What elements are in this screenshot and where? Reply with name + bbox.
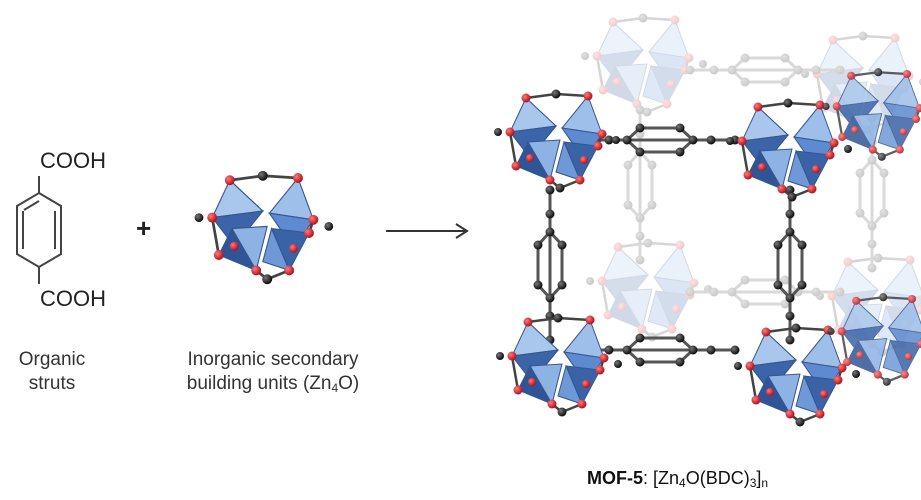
formula-prefix: : [Zn (643, 468, 680, 488)
reaction-arrow (386, 223, 469, 239)
organic-struts-caption-line2: struts (28, 373, 76, 394)
formula-sub-n: n (761, 476, 769, 490)
organic-struts-caption: Organic struts (0, 348, 104, 396)
plus-sign: + (136, 213, 152, 243)
mof5-formula-label: MOF-5: [Zn4O(BDC)3]n (587, 468, 768, 489)
sbu-caption-line2: building units (Zn4O) (168, 372, 378, 396)
strut-bottom-group-label: COOH (40, 286, 106, 311)
terephthalic-acid-structure (16, 176, 62, 284)
formula-close: ] (756, 468, 762, 488)
formula-sub-bdc: 3 (749, 476, 757, 490)
sbu-caption-line1: Inorganic secondary (187, 349, 359, 370)
sbu-caption-line2-prefix: building units (Zn (186, 373, 332, 394)
formula-mid: O(BDC) (685, 468, 750, 488)
sbu-caption-line2-suffix: O) (338, 373, 360, 394)
formula-sub-zn: 4 (679, 476, 686, 490)
strut-top-group-label: COOH (40, 148, 106, 173)
sbu-caption-subscript: 4 (331, 381, 339, 395)
sbu-caption: Inorganic secondary building units (Zn4O… (168, 348, 378, 396)
mof5-framework-structure (492, 12, 921, 428)
mof5-name: MOF-5 (587, 468, 643, 488)
organic-struts-caption-line1: Organic (18, 349, 86, 370)
zn4o-cluster-structure (193, 169, 335, 286)
